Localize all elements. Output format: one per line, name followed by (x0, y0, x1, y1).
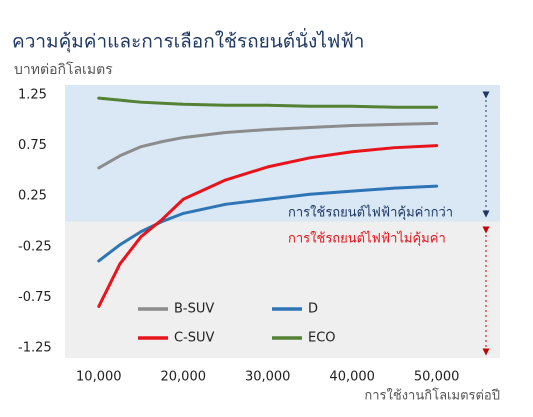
y-tick-label: -1.25 (18, 340, 52, 355)
legend-label: C-SUV (174, 331, 215, 346)
y-axis-label: บาทต่อกิโลเมตร (14, 61, 113, 78)
x-axis-label: การใช้งานกิโลเมตรต่อปี (364, 388, 500, 404)
series-line (97, 144, 439, 308)
y-tick-label: 0.25 (18, 189, 47, 204)
annotation: การใช้รถยนต์ไฟฟ้าไม่คุ้มค่า (288, 231, 446, 247)
x-tick-label: 20,000 (161, 370, 207, 385)
legend-label: D (308, 302, 318, 317)
y-tick-label: -0.75 (18, 290, 52, 305)
series-line (97, 96, 439, 109)
chart-title: ความคุ้มค่าและการเลือกใช้รถยนต์นั่งไฟฟ้า (12, 28, 364, 54)
x-tick-label: 30,000 (245, 370, 291, 385)
legend-label: ECO (308, 331, 336, 346)
y-tick-label: -0.25 (18, 239, 52, 254)
y-tick-label: 0.75 (18, 138, 47, 153)
negative-region (65, 221, 500, 358)
x-tick-label: 10,000 (76, 370, 122, 385)
annotation: การใช้รถยนต์ไฟฟ้าคุ้มค่ากว่า (288, 205, 453, 221)
series-line (97, 184, 439, 263)
series-line (97, 121, 439, 170)
legend-label: B-SUV (174, 302, 214, 317)
y-tick-label: 1.25 (18, 88, 47, 103)
x-tick-label: 40,000 (329, 370, 375, 385)
x-tick-label: 50,000 (414, 370, 460, 385)
